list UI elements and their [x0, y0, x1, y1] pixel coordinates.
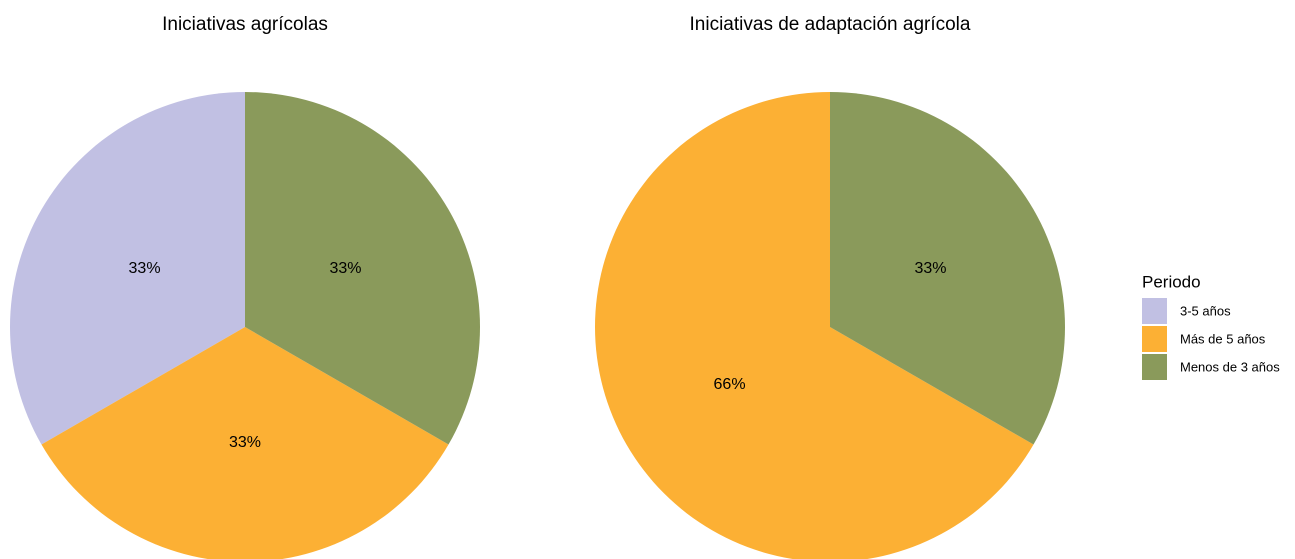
data-label: 33% [229, 434, 261, 451]
legend-label: Menos de 3 años [1180, 359, 1280, 374]
legend-title: Periodo [1142, 272, 1201, 291]
legend-label: 3-5 años [1180, 303, 1231, 318]
pie-slice [9, 92, 246, 445]
data-label: 33% [914, 260, 946, 277]
chart-title: Iniciativas de adaptación agrícola [690, 14, 971, 35]
legend-swatch [1142, 354, 1167, 380]
pie-slice [41, 327, 449, 559]
pie-slice [245, 92, 480, 445]
chart-title: Iniciativas agrícolas [162, 14, 328, 35]
data-label: 33% [329, 260, 361, 277]
legend-label: Más de 5 años [1180, 331, 1266, 346]
data-label: 33% [129, 260, 161, 277]
pie-slice [830, 92, 1065, 445]
pie-slice [595, 92, 1034, 559]
legend-swatch [1142, 298, 1167, 324]
data-label: 66% [714, 376, 746, 393]
legend-swatch [1142, 326, 1167, 352]
